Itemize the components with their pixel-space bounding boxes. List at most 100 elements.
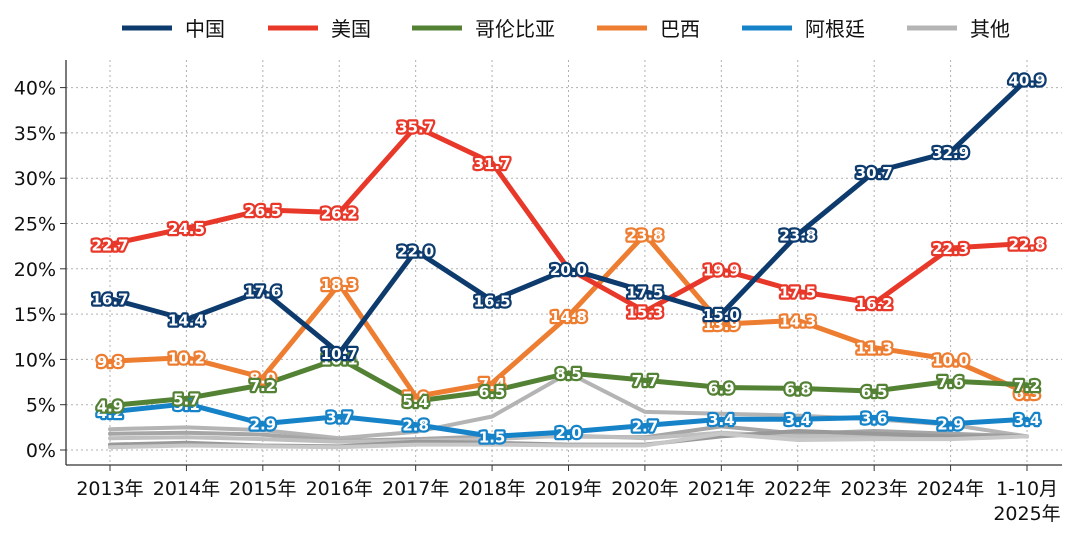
data-label: 2.0 (555, 424, 582, 442)
x-tick-label: 2025年 (993, 503, 1060, 525)
y-tick-label: 5% (26, 395, 56, 417)
legend: 中国 美国 哥伦比亚 巴西 阿根廷 其他 (122, 17, 1010, 41)
x-tick-label: 2022年 (764, 478, 831, 500)
data-label: 17.5 (779, 283, 816, 301)
data-label: 2.9 (250, 416, 277, 434)
data-label: 10.0 (932, 351, 969, 369)
data-labels: 4.2 5.1 2.9 3.7 2.8 1.5 2.0 2.7 3.4 3.4 3.6 2.9 3.4 9… (89, 69, 1048, 448)
x-tick-label: 2024年 (917, 478, 984, 500)
data-label: 23.8 (779, 226, 816, 244)
y-tick-label: 15% (14, 304, 56, 326)
data-label: 16.5 (474, 293, 511, 311)
data-label: 13.9 (703, 316, 740, 334)
series-line-中国 (107, 76, 1030, 356)
data-label: 9.8 (97, 353, 124, 371)
data-label: 8.0 (250, 370, 277, 388)
data-label: 7.2 (250, 377, 277, 395)
series-line-other (108, 431, 1029, 450)
x-tick-label: 2015年 (229, 478, 296, 500)
data-label: 4.9 (97, 398, 124, 416)
y-axis-ticks: 0% 5% 10% 15% 20% 25% 30% 35% 40% (14, 78, 56, 462)
data-label: 5.9 (402, 389, 429, 407)
x-tick-label: 2021年 (688, 478, 755, 500)
data-label: 7.6 (937, 373, 964, 391)
y-tick-label: 20% (14, 259, 56, 281)
data-label: 32.9 (932, 144, 969, 162)
x-tick-label: 2013年 (76, 478, 143, 500)
data-label: 22.7 (91, 236, 128, 254)
x-tick-label: 2017年 (382, 478, 449, 500)
series-line-阿根廷 (107, 401, 1030, 439)
data-label: 16.2 (856, 295, 893, 313)
data-label: 30.7 (856, 164, 893, 182)
axes (60, 60, 1062, 471)
data-label: 14.8 (550, 308, 587, 326)
data-label: 6.8 (784, 380, 811, 398)
data-label: 10.2 (168, 350, 205, 368)
data-label: 3.4 (1014, 411, 1041, 429)
data-label: 4.2 (97, 404, 124, 422)
y-tick-label: 10% (14, 349, 56, 371)
data-label: 2.8 (402, 417, 429, 435)
data-label: 16.7 (91, 291, 128, 309)
data-label: 15.0 (703, 306, 740, 324)
x-tick-label: 2016年 (306, 478, 373, 500)
data-label: 3.4 (784, 411, 811, 429)
data-label: 10.1 (321, 350, 358, 368)
data-label: 35.7 (397, 119, 434, 137)
x-tick-label: 2018年 (458, 478, 525, 500)
legend-label: 中国 (185, 17, 225, 41)
data-label: 26.2 (321, 205, 358, 223)
data-label: 2.7 (632, 418, 659, 436)
x-axis-ticks: 2013年 2014年 2015年 2016年 2017年 2018年 2019年 2020年… (76, 478, 1060, 525)
data-label: 8.5 (555, 365, 582, 383)
y-tick-label: 0% (26, 440, 56, 462)
gridlines (66, 60, 1062, 465)
data-label: 24.5 (168, 220, 205, 238)
data-label: 22.3 (932, 240, 969, 258)
data-label: 17.5 (626, 283, 663, 301)
data-label: 6.5 (479, 383, 506, 401)
data-label: 6.5 (861, 383, 888, 401)
data-label: 11.3 (856, 340, 893, 358)
data-label: 31.7 (474, 155, 511, 173)
data-label: 5.7 (173, 390, 200, 408)
y-tick-label: 30% (14, 168, 56, 190)
data-label: 3.6 (861, 409, 888, 427)
data-label: 22.8 (1008, 235, 1045, 253)
data-label: 14.4 (168, 312, 205, 330)
data-label: 5.1 (173, 396, 200, 414)
data-label: 1.5 (479, 428, 506, 446)
x-tick-label: 2019年 (535, 478, 602, 500)
legend-label: 其他 (970, 17, 1010, 41)
legend-label: 阿根廷 (805, 17, 865, 41)
x-tick-label: 2023年 (840, 478, 907, 500)
data-label: 17.6 (244, 283, 281, 301)
data-label: 6.9 (708, 379, 735, 397)
data-label: 5.4 (402, 393, 429, 411)
data-label: 14.3 (779, 312, 816, 330)
data-label: 18.3 (321, 276, 358, 294)
series-lines (107, 76, 1030, 450)
data-label: 3.4 (708, 411, 735, 429)
data-label: 7.4 (479, 375, 506, 393)
legend-label: 美国 (331, 17, 371, 41)
x-tick-label: 1-10月 (996, 478, 1058, 500)
data-label: 20.0 (550, 261, 587, 279)
data-label: 3.7 (326, 408, 353, 426)
data-label: 7.7 (632, 372, 659, 390)
y-tick-label: 25% (14, 214, 56, 236)
y-tick-label: 35% (14, 123, 56, 145)
data-label: 26.5 (244, 202, 281, 220)
series-line-巴西 (107, 231, 1030, 399)
data-label: 6.3 (1014, 385, 1041, 403)
series-line-哥伦比亚 (107, 356, 1030, 409)
legend-label: 哥伦比亚 (475, 17, 555, 41)
data-label: 10.7 (321, 345, 358, 363)
data-label: 7.2 (1014, 377, 1041, 395)
data-label: 2.9 (937, 416, 964, 434)
data-label: 23.8 (626, 226, 663, 244)
x-tick-label: 2020年 (611, 478, 678, 500)
x-tick-label: 2014年 (153, 478, 220, 500)
